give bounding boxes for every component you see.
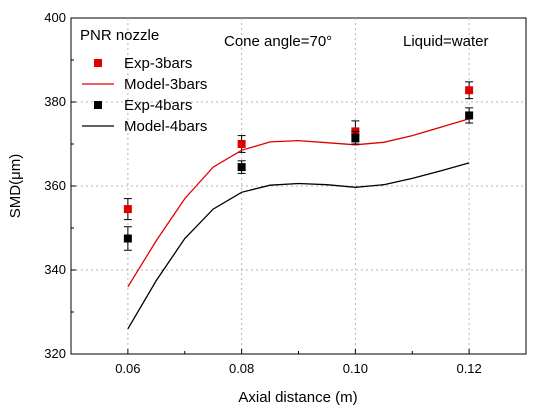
annotation-cone-angle: Cone angle=70° <box>224 33 332 50</box>
legend-label-model-3bars: Model-3bars <box>124 76 207 93</box>
y-tick-label: 360 <box>44 178 66 193</box>
y-axis-label: SMD(μm) <box>7 154 24 218</box>
y-tick-label: 380 <box>44 94 66 109</box>
point-exp-4bars <box>123 234 132 243</box>
legend-label-exp-3bars: Exp-3bars <box>124 55 192 72</box>
legend-marker-exp-4bars <box>94 101 102 109</box>
point-exp-4bars <box>465 111 474 120</box>
annotation-nozzle: PNR nozzle <box>80 27 159 44</box>
grid-lines <box>71 18 526 354</box>
point-exp-3bars <box>123 205 132 214</box>
point-exp-4bars <box>237 163 246 172</box>
point-exp-3bars <box>465 86 474 95</box>
series-layer <box>123 81 474 330</box>
x-tick-label: 0.06 <box>115 361 140 376</box>
y-tick-label: 320 <box>44 346 66 361</box>
legend-marker-exp-3bars <box>94 59 102 67</box>
legend: Exp-3bars Model-3bars Exp-4bars Model-4bars <box>82 55 207 135</box>
legend-label-exp-4bars: Exp-4bars <box>124 97 192 114</box>
x-axis-label: Axial distance (m) <box>238 389 357 406</box>
y-tick-label: 340 <box>44 262 66 277</box>
series-line-model-3bars <box>127 118 470 288</box>
point-exp-4bars <box>351 133 360 142</box>
x-tick-label: 0.12 <box>456 361 481 376</box>
axes: 320 340 360 380 400 0.06 0.08 0.10 0.12 <box>44 10 527 376</box>
y-tick-label: 400 <box>44 10 66 25</box>
annotation-liquid: Liquid=water <box>403 33 488 50</box>
point-exp-3bars <box>237 140 246 148</box>
x-tick-label: 0.10 <box>343 361 368 376</box>
x-tick-label: 0.08 <box>229 361 254 376</box>
legend-label-model-4bars: Model-4bars <box>124 118 207 135</box>
series-line-model-4bars <box>127 162 470 330</box>
